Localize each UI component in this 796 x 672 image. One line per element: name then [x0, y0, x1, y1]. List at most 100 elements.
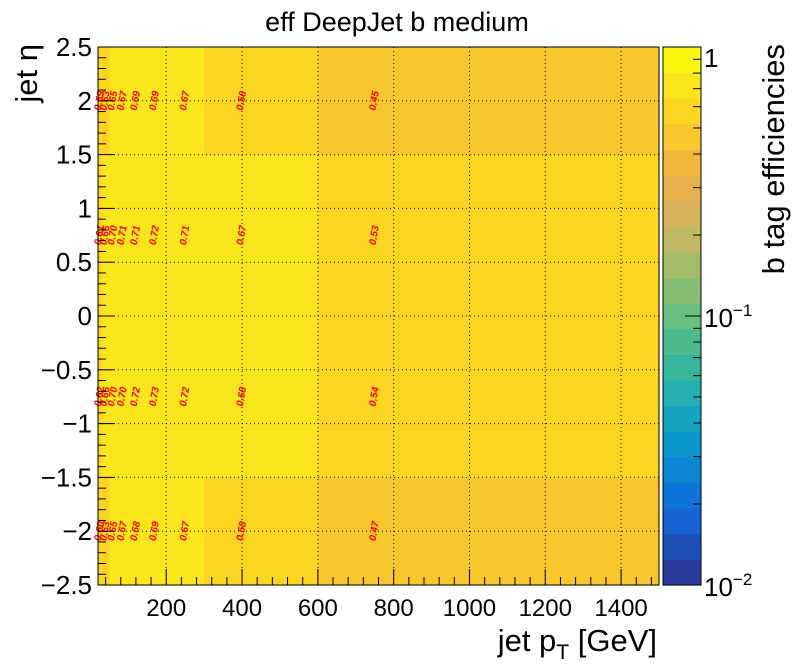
y-axis-ticks: −2.5 −2 −1.5 −1 −0.5 0 0.5 1 1.5 2 2.5 — [41, 32, 114, 600]
heatmap-cell — [204, 369, 319, 478]
grid-lines — [98, 47, 659, 585]
cell-value-label: 0.72 — [178, 386, 192, 408]
palette-swatch — [663, 226, 701, 253]
x-tick-label: 1000 — [443, 595, 496, 622]
cell-value-label: 0.72 — [148, 224, 162, 246]
heatmap-cell — [128, 262, 145, 371]
palette-swatch — [663, 482, 701, 509]
x-tick-label: 600 — [298, 595, 338, 622]
z-tick-label: 10−2 — [704, 570, 752, 602]
palette-swatch — [663, 533, 701, 560]
cell-value-label: 0.69 — [148, 90, 162, 112]
y-tick-label: 1 — [78, 193, 92, 223]
chart-title: eff DeepJet b medium — [265, 7, 529, 37]
cell-value-label: 0.71 — [129, 224, 143, 246]
heatmap-cell — [317, 262, 471, 371]
x-axis-label-subscript: T — [556, 641, 569, 664]
heatmap-cell — [128, 47, 145, 156]
cell-value-label: 0.72 — [129, 386, 143, 408]
y-tick-label: 2 — [78, 86, 92, 116]
y-tick-label: −1 — [62, 409, 92, 439]
palette-swatch — [663, 98, 701, 125]
heatmap-cell — [143, 47, 167, 156]
z-tick-label: 10−1 — [704, 301, 752, 333]
y-tick-label: 0.5 — [56, 247, 92, 277]
cell-value-label: 0.67 — [116, 90, 130, 112]
heatmap-cell — [469, 369, 660, 478]
heatmap-cell — [469, 262, 660, 371]
cell-value-label: 0.53 — [368, 224, 382, 246]
color-palette — [663, 47, 701, 586]
heatmap-cell — [143, 154, 167, 263]
x-tick-label: 1400 — [594, 595, 647, 622]
heatmap-cell — [128, 477, 145, 586]
cell-value-label: 0.69 — [129, 90, 143, 112]
palette-swatch — [663, 47, 701, 74]
z-tick-label: 1 — [704, 43, 718, 73]
heatmap-cell — [143, 477, 167, 586]
heatmap-cell — [143, 262, 167, 371]
cell-value-label: 0.71 — [178, 224, 192, 246]
z-axis-ticks: 1 10−1 10−2 — [685, 43, 752, 602]
palette-swatch — [663, 149, 701, 176]
cell-value-label: 0.68 — [235, 386, 249, 408]
x-axis-ticks: 200 400 600 800 1000 1200 1400 — [105, 569, 652, 622]
palette-swatch — [663, 405, 701, 432]
y-axis-label: jet η — [9, 44, 44, 104]
x-axis-label: jet pT [GeV] — [497, 623, 657, 664]
x-tick-label: 200 — [146, 595, 186, 622]
cell-value-label: 0.70 — [106, 386, 120, 408]
z-axis-label: b tag efficiencies — [756, 44, 791, 274]
cell-value-label: 0.67 — [178, 90, 192, 112]
heatmap-cell — [204, 477, 319, 586]
heatmap-cell — [469, 154, 660, 263]
palette-swatch — [663, 354, 701, 381]
heatmap-cell — [204, 47, 319, 156]
heatmap-cell — [469, 477, 660, 586]
cell-value-label: 0.70 — [116, 386, 130, 408]
cell-value-label: 0.54 — [368, 386, 382, 408]
heatmap-cell — [317, 154, 471, 263]
heatmap-cell — [204, 262, 319, 371]
palette-swatch — [663, 277, 701, 304]
x-tick-label: 400 — [222, 595, 262, 622]
y-tick-label: −0.5 — [41, 355, 92, 385]
cell-value-label: 0.67 — [235, 224, 249, 246]
heatmap-cell — [317, 47, 471, 156]
palette-swatch — [663, 508, 701, 535]
cell-value-label: 0.73 — [148, 386, 162, 408]
cell-value-label: 0.58 — [235, 90, 249, 112]
y-tick-label: −2.5 — [41, 570, 92, 600]
y-tick-label: 2.5 — [56, 32, 92, 62]
y-tick-label: −2 — [62, 516, 92, 546]
palette-swatch — [663, 251, 701, 279]
cell-value-label: 0.67 — [116, 520, 130, 542]
heatmap-cell — [128, 154, 145, 263]
cell-value-label: 0.45 — [368, 90, 382, 112]
palette-swatch — [663, 200, 701, 227]
cell-value-label: 0.67 — [178, 520, 192, 542]
x-axis-label-main: jet p — [497, 623, 557, 658]
x-axis-label-unit: [GeV] — [569, 623, 657, 658]
palette-swatch — [663, 456, 701, 484]
x-tick-label: 800 — [374, 595, 414, 622]
heatmap-cell — [143, 369, 167, 478]
heatmap-cell — [204, 154, 319, 263]
y-tick-label: 1.5 — [56, 140, 92, 170]
cell-value-label: 0.47 — [368, 520, 382, 542]
x-tick-label: 1200 — [519, 595, 572, 622]
heatmap-cell — [128, 369, 145, 478]
y-tick-label: 0 — [78, 301, 92, 331]
cell-value-label: 0.68 — [129, 520, 143, 542]
heatmap-cell — [469, 47, 660, 156]
cell-value-label: 0.71 — [116, 224, 130, 246]
palette-swatch — [663, 380, 701, 407]
cell-value-label: 0.70 — [106, 224, 120, 246]
palette-swatch — [663, 175, 701, 202]
y-tick-label: −1.5 — [41, 462, 92, 492]
cell-value-label: 0.69 — [148, 520, 162, 542]
palette-swatch — [663, 559, 701, 586]
palette-swatch — [663, 431, 701, 458]
